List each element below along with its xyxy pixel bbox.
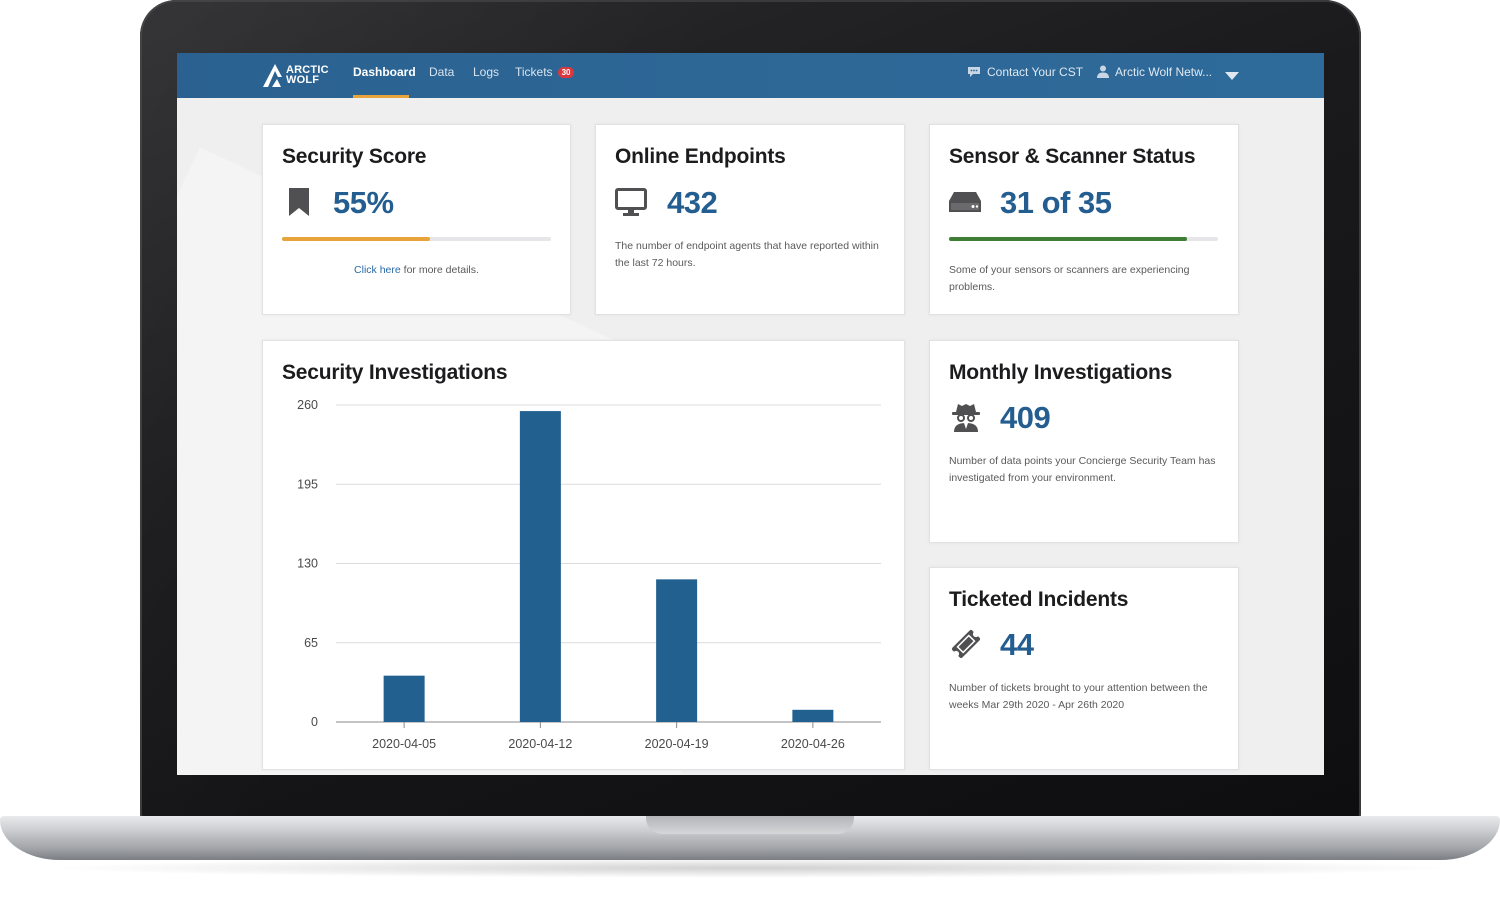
tickets-count-badge: 30: [557, 67, 575, 78]
ticket-icon: [949, 627, 983, 666]
details-suffix: for more details.: [400, 264, 479, 276]
nav-tickets-label: Tickets: [515, 65, 553, 79]
account-menu[interactable]: Arctic Wolf Netw...: [1097, 53, 1212, 93]
chart-bar[interactable]: [656, 579, 698, 722]
security-score-value: 55%: [333, 185, 394, 220]
online-endpoints-title: Online Endpoints: [615, 145, 786, 168]
nav-data[interactable]: Data: [429, 65, 455, 79]
online-endpoints-description: The number of endpoint agents that have …: [615, 240, 879, 269]
spy-icon: [952, 402, 980, 437]
security-score-title: Security Score: [282, 145, 427, 168]
y-tick-label: 130: [297, 557, 318, 571]
logo-line-2: WOLF: [286, 74, 320, 86]
ticketed-incidents-description: Number of tickets brought to your attent…: [949, 682, 1208, 711]
wolf-peak-icon: [263, 64, 282, 87]
online-endpoints-value: 432: [667, 185, 718, 220]
chart-bar[interactable]: [792, 709, 834, 722]
sensor-status-value: 31 of 35: [1000, 185, 1112, 220]
monthly-investigations-card: Monthly Investigations 409 Number of dat…: [929, 340, 1239, 543]
laptop-notch: [646, 816, 854, 834]
y-tick-label: 0: [311, 715, 318, 729]
nav-logs[interactable]: Logs: [473, 65, 500, 79]
x-tick-label: 2020-04-12: [508, 737, 572, 751]
logo-text: ARCTIC WOLF: [286, 64, 329, 86]
chart-bar[interactable]: [383, 675, 425, 722]
logo-line-1: ARCTIC: [286, 64, 329, 76]
sensor-status-title: Sensor & Scanner Status: [949, 145, 1196, 168]
security-investigations-card: Security Investigations 0 65 130 195 260 2020…: [262, 340, 905, 770]
nav-tickets[interactable]: Tickets 30: [515, 53, 575, 98]
contact-cst-link[interactable]: Contact Your CST: [967, 53, 1083, 93]
contact-cst-label: Contact Your CST: [987, 65, 1084, 79]
screen: ARCTIC WOLF Dashboard Data Logs Tickets 3…: [177, 53, 1324, 775]
monthly-investigations-title: Monthly Investigations: [949, 361, 1173, 384]
security-investigations-chart: 0 65 130 195 260 2020-04-05 2020-04-12 2020-04-…: [297, 398, 881, 751]
ticketed-incidents-title: Ticketed Incidents: [949, 588, 1129, 611]
x-tick-label: 2020-04-05: [372, 737, 436, 751]
nav-active-indicator: [353, 95, 409, 98]
chat-bubble-icon: [967, 55, 981, 93]
monitor-icon: [615, 188, 647, 221]
security-investigations-title: Security Investigations: [282, 361, 508, 384]
ticketed-incidents-value: 44: [1000, 627, 1034, 662]
top-nav-bar: ARCTIC WOLF Dashboard Data Logs Tickets 3…: [177, 53, 1324, 98]
sensor-status-card: Sensor & Scanner Status 31 of 35 Some of…: [929, 124, 1239, 315]
x-tick-label: 2020-04-26: [781, 737, 845, 751]
arctic-wolf-logo[interactable]: ARCTIC WOLF: [262, 61, 337, 89]
sensor-status-bar: [949, 237, 1218, 241]
chart-bar[interactable]: [519, 411, 561, 722]
security-score-bar-fill: [282, 237, 430, 241]
laptop-shadow: [40, 858, 1460, 878]
sensor-status-description: Some of your sensors or scanners are exp…: [949, 264, 1190, 293]
account-name: Arctic Wolf Netw...: [1115, 65, 1213, 79]
y-tick-label: 195: [297, 477, 318, 491]
security-score-bar: [282, 237, 551, 241]
click-here-link[interactable]: Click here: [354, 264, 401, 276]
nav-dashboard[interactable]: Dashboard: [353, 65, 416, 79]
monthly-investigations-description: Number of data points your Concierge Sec…: [949, 455, 1216, 484]
x-tick-label: 2020-04-19: [645, 737, 709, 751]
server-drive-icon: [949, 192, 981, 217]
monthly-investigations-value: 409: [1000, 400, 1051, 435]
security-score-card: Security Score 55% Click here for more d…: [262, 124, 571, 315]
y-tick-label: 260: [297, 398, 318, 412]
ticketed-incidents-card: Ticketed Incidents 44 Number of tickets …: [929, 567, 1239, 770]
security-score-details: Click here for more details.: [263, 264, 570, 276]
user-icon: [1097, 55, 1109, 93]
sensor-status-bar-fill: [949, 237, 1188, 241]
bookmark-icon: [288, 188, 310, 221]
online-endpoints-card: Online Endpoints 432 The number of endpo…: [595, 124, 905, 315]
caret-down-icon[interactable]: [1225, 68, 1239, 86]
y-tick-label: 65: [304, 636, 318, 650]
